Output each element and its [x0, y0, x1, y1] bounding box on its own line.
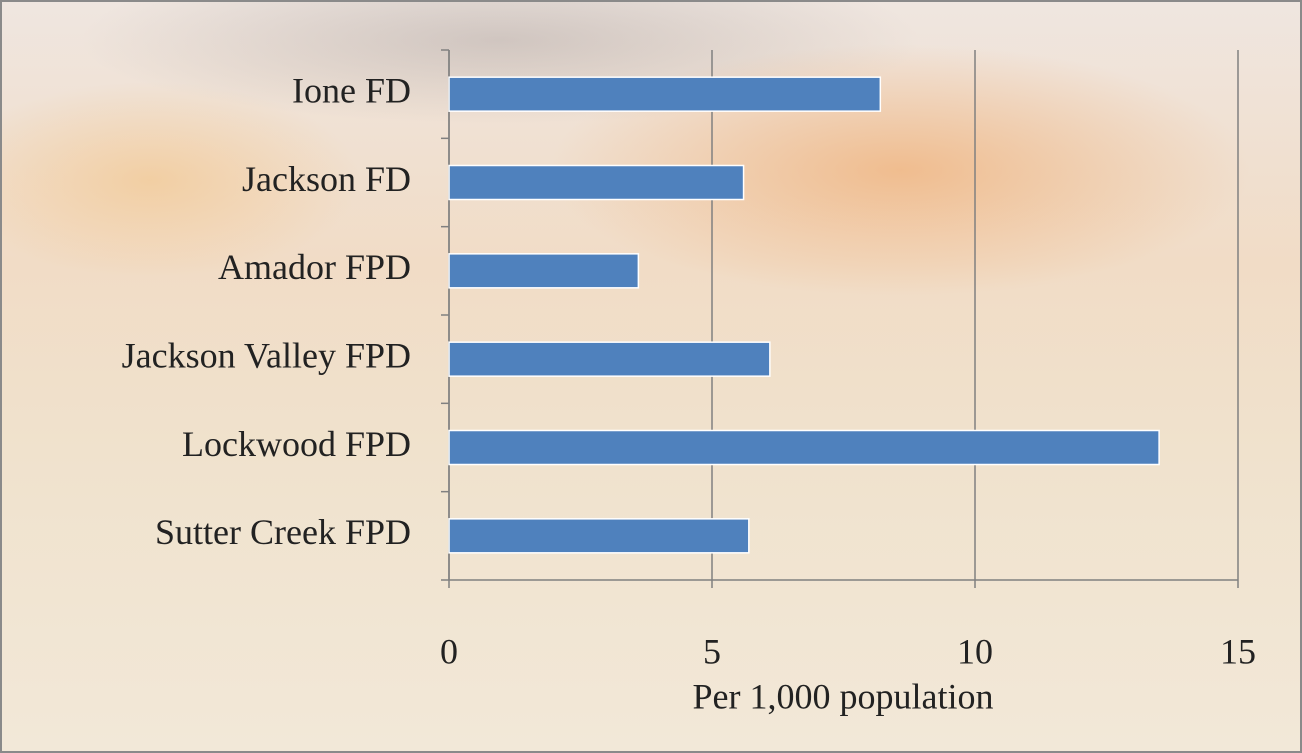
bar — [448, 429, 1160, 466]
bar — [448, 164, 745, 201]
y-tick-label: Sutter Creek FPD — [155, 512, 411, 552]
x-tick-label: 5 — [703, 631, 721, 671]
x-axis-title: Per 1,000 population — [693, 676, 994, 716]
y-tick-label: Jackson FD — [242, 159, 411, 199]
bar — [448, 253, 640, 289]
y-tick-label: Ione FD — [292, 70, 411, 110]
x-tick-label: 10 — [957, 631, 993, 671]
bar — [448, 76, 882, 112]
bar — [448, 341, 771, 377]
bar — [448, 518, 750, 554]
y-tick-label: Lockwood FPD — [182, 424, 411, 464]
y-tick-label: Amador FPD — [218, 247, 411, 287]
x-tick-label: 15 — [1220, 631, 1256, 671]
y-tick-label: Jackson Valley FPD — [122, 335, 411, 375]
x-tick-label: 0 — [440, 631, 458, 671]
